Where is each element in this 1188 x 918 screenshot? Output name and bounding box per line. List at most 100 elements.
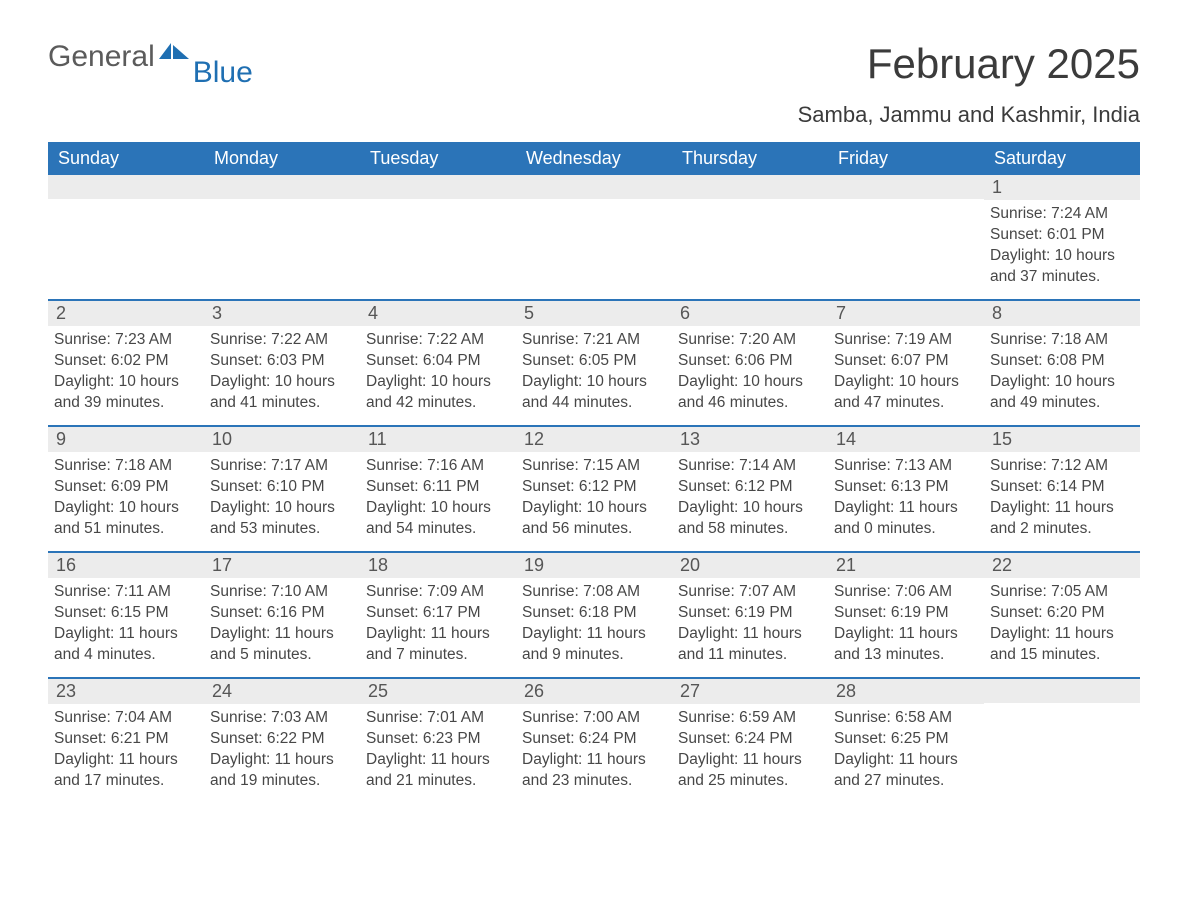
header: General Blue February 2025 Samba, Jammu … [48, 40, 1140, 128]
logo-text-general: General [48, 40, 155, 74]
daylight-text: Daylight: 11 hours and 2 minutes. [990, 498, 1134, 540]
day-cell: 7Sunrise: 7:19 AMSunset: 6:07 PMDaylight… [828, 301, 984, 425]
day-body: Sunrise: 7:22 AMSunset: 6:04 PMDaylight:… [366, 326, 510, 414]
daylight-text: Daylight: 10 hours and 56 minutes. [522, 498, 666, 540]
week-row: 23Sunrise: 7:04 AMSunset: 6:21 PMDayligh… [48, 677, 1140, 803]
sunset-text: Sunset: 6:09 PM [54, 477, 198, 498]
day-body: Sunrise: 7:18 AMSunset: 6:08 PMDaylight:… [990, 326, 1134, 414]
day-number: 25 [360, 679, 516, 704]
sunrise-text: Sunrise: 7:20 AM [678, 330, 822, 351]
day-body: Sunrise: 7:13 AMSunset: 6:13 PMDaylight:… [834, 452, 978, 540]
sunset-text: Sunset: 6:14 PM [990, 477, 1134, 498]
day-body: Sunrise: 7:21 AMSunset: 6:05 PMDaylight:… [522, 326, 666, 414]
sunset-text: Sunset: 6:24 PM [678, 729, 822, 750]
daylight-text: Daylight: 11 hours and 27 minutes. [834, 750, 978, 792]
day-body: Sunrise: 7:14 AMSunset: 6:12 PMDaylight:… [678, 452, 822, 540]
sunset-text: Sunset: 6:06 PM [678, 351, 822, 372]
day-header: Saturday [984, 142, 1140, 175]
day-cell: 21Sunrise: 7:06 AMSunset: 6:19 PMDayligh… [828, 553, 984, 677]
day-number: 26 [516, 679, 672, 704]
day-cell: 8Sunrise: 7:18 AMSunset: 6:08 PMDaylight… [984, 301, 1140, 425]
day-cell [360, 175, 516, 299]
day-body: Sunrise: 7:05 AMSunset: 6:20 PMDaylight:… [990, 578, 1134, 666]
day-body: Sunrise: 7:00 AMSunset: 6:24 PMDaylight:… [522, 704, 666, 792]
sunrise-text: Sunrise: 7:14 AM [678, 456, 822, 477]
day-body: Sunrise: 7:23 AMSunset: 6:02 PMDaylight:… [54, 326, 198, 414]
sunrise-text: Sunrise: 7:19 AM [834, 330, 978, 351]
sunset-text: Sunset: 6:19 PM [834, 603, 978, 624]
sunset-text: Sunset: 6:16 PM [210, 603, 354, 624]
day-body: Sunrise: 7:18 AMSunset: 6:09 PMDaylight:… [54, 452, 198, 540]
sunset-text: Sunset: 6:11 PM [366, 477, 510, 498]
day-cell: 10Sunrise: 7:17 AMSunset: 6:10 PMDayligh… [204, 427, 360, 551]
daylight-text: Daylight: 10 hours and 37 minutes. [990, 246, 1134, 288]
sunrise-text: Sunrise: 7:13 AM [834, 456, 978, 477]
day-body: Sunrise: 7:16 AMSunset: 6:11 PMDaylight:… [366, 452, 510, 540]
day-body: Sunrise: 7:17 AMSunset: 6:10 PMDaylight:… [210, 452, 354, 540]
day-cell: 25Sunrise: 7:01 AMSunset: 6:23 PMDayligh… [360, 679, 516, 803]
sunrise-text: Sunrise: 7:06 AM [834, 582, 978, 603]
day-cell: 19Sunrise: 7:08 AMSunset: 6:18 PMDayligh… [516, 553, 672, 677]
sunrise-text: Sunrise: 7:05 AM [990, 582, 1134, 603]
day-cell [48, 175, 204, 299]
day-body: Sunrise: 7:06 AMSunset: 6:19 PMDaylight:… [834, 578, 978, 666]
day-number: 23 [48, 679, 204, 704]
sunset-text: Sunset: 6:17 PM [366, 603, 510, 624]
day-body: Sunrise: 7:24 AMSunset: 6:01 PMDaylight:… [990, 200, 1134, 288]
sunrise-text: Sunrise: 7:24 AM [990, 204, 1134, 225]
sunrise-text: Sunrise: 7:18 AM [54, 456, 198, 477]
sunset-text: Sunset: 6:08 PM [990, 351, 1134, 372]
day-number: 24 [204, 679, 360, 704]
day-cell [828, 175, 984, 299]
daylight-text: Daylight: 10 hours and 49 minutes. [990, 372, 1134, 414]
day-cell: 11Sunrise: 7:16 AMSunset: 6:11 PMDayligh… [360, 427, 516, 551]
day-number: 3 [204, 301, 360, 326]
sunset-text: Sunset: 6:05 PM [522, 351, 666, 372]
day-number: 19 [516, 553, 672, 578]
sunset-text: Sunset: 6:04 PM [366, 351, 510, 372]
day-cell: 16Sunrise: 7:11 AMSunset: 6:15 PMDayligh… [48, 553, 204, 677]
week-row: 2Sunrise: 7:23 AMSunset: 6:02 PMDaylight… [48, 299, 1140, 425]
daylight-text: Daylight: 10 hours and 46 minutes. [678, 372, 822, 414]
location-text: Samba, Jammu and Kashmir, India [798, 102, 1140, 128]
daylight-text: Daylight: 11 hours and 15 minutes. [990, 624, 1134, 666]
day-number: 20 [672, 553, 828, 578]
day-body: Sunrise: 7:15 AMSunset: 6:12 PMDaylight:… [522, 452, 666, 540]
day-cell [516, 175, 672, 299]
sunset-text: Sunset: 6:10 PM [210, 477, 354, 498]
day-body: Sunrise: 7:12 AMSunset: 6:14 PMDaylight:… [990, 452, 1134, 540]
day-body: Sunrise: 7:09 AMSunset: 6:17 PMDaylight:… [366, 578, 510, 666]
daylight-text: Daylight: 11 hours and 11 minutes. [678, 624, 822, 666]
day-number: 21 [828, 553, 984, 578]
day-header: Wednesday [516, 142, 672, 175]
day-cell: 6 Sunrise: 7:20 AMSunset: 6:06 PMDaylight… [672, 301, 828, 425]
daylight-text: Daylight: 11 hours and 13 minutes. [834, 624, 978, 666]
daylight-text: Daylight: 11 hours and 7 minutes. [366, 624, 510, 666]
sunset-text: Sunset: 6:12 PM [678, 477, 822, 498]
day-body: Sunrise: 7:22 AMSunset: 6:03 PMDaylight:… [210, 326, 354, 414]
daylight-text: Daylight: 11 hours and 0 minutes. [834, 498, 978, 540]
flag-icon [159, 41, 191, 61]
day-cell: 28Sunrise: 6:58 AMSunset: 6:25 PMDayligh… [828, 679, 984, 803]
day-number: 6 [672, 301, 828, 326]
sunrise-text: Sunrise: 7:15 AM [522, 456, 666, 477]
sunrise-text: Sunrise: 7:18 AM [990, 330, 1134, 351]
sunset-text: Sunset: 6:22 PM [210, 729, 354, 750]
day-number: 13 [672, 427, 828, 452]
day-body: Sunrise: 7:03 AMSunset: 6:22 PMDaylight:… [210, 704, 354, 792]
sunrise-text: Sunrise: 7:00 AM [522, 708, 666, 729]
daylight-text: Daylight: 10 hours and 42 minutes. [366, 372, 510, 414]
day-number: 12 [516, 427, 672, 452]
title-block: February 2025 Samba, Jammu and Kashmir, … [798, 40, 1140, 128]
day-cell: 24Sunrise: 7:03 AMSunset: 6:22 PMDayligh… [204, 679, 360, 803]
sunset-text: Sunset: 6:25 PM [834, 729, 978, 750]
day-body: Sunrise: 7:10 AMSunset: 6:16 PMDaylight:… [210, 578, 354, 666]
day-number: 14 [828, 427, 984, 452]
daylight-text: Daylight: 10 hours and 44 minutes. [522, 372, 666, 414]
day-cell: 4Sunrise: 7:22 AMSunset: 6:04 PMDaylight… [360, 301, 516, 425]
sunset-text: Sunset: 6:19 PM [678, 603, 822, 624]
day-number: 7 [828, 301, 984, 326]
day-cell: 3Sunrise: 7:22 AMSunset: 6:03 PMDaylight… [204, 301, 360, 425]
sunrise-text: Sunrise: 7:04 AM [54, 708, 198, 729]
day-cell: 12Sunrise: 7:15 AMSunset: 6:12 PMDayligh… [516, 427, 672, 551]
